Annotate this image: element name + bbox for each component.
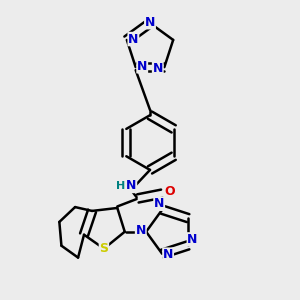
Text: N: N [163, 248, 173, 261]
Text: N: N [137, 60, 147, 73]
Text: N: N [136, 224, 146, 237]
Text: O: O [165, 185, 175, 198]
Text: H: H [116, 181, 125, 191]
Text: N: N [187, 233, 198, 246]
Text: N: N [154, 197, 164, 210]
Text: N: N [153, 61, 163, 75]
Text: N: N [126, 179, 136, 193]
Text: N: N [128, 32, 139, 46]
Text: N: N [145, 16, 155, 29]
Text: S: S [99, 242, 108, 256]
